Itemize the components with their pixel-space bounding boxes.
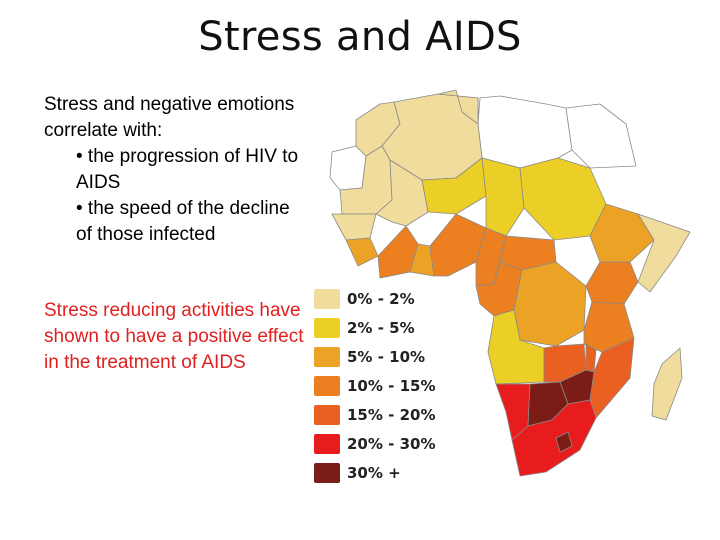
region-madagascar: [651, 347, 683, 421]
legend-swatch: [314, 375, 340, 396]
legend-row: 2% - 5%: [314, 313, 454, 342]
region-lesotho: [555, 431, 573, 453]
region-guinea: [345, 237, 379, 267]
legend-swatch: [314, 433, 340, 454]
bullet-progression: • the progression of HIV to AIDS: [76, 146, 299, 193]
legend-swatch: [314, 404, 340, 425]
stress-reduction-note: Stress reducing activities have shown to…: [44, 300, 304, 373]
legend-label: 2% - 5%: [347, 318, 415, 337]
legend-row: 5% - 10%: [314, 342, 454, 371]
slide-title: Stress and AIDS: [198, 14, 522, 60]
intro-text-block: Stress and negative emotions correlate w…: [44, 92, 306, 248]
region-senegal: [331, 213, 377, 241]
legend-row: 10% - 15%: [314, 371, 454, 400]
region-drc: [513, 261, 587, 347]
legend-swatch: [314, 288, 340, 309]
intro-sentence: Stress and negative emotions correlate w…: [44, 94, 295, 141]
legend-row: 20% - 30%: [314, 429, 454, 458]
legend-label: 30% +: [347, 463, 401, 482]
bullet-decline: • the speed of the decline of those infe…: [76, 198, 290, 245]
legend-label: 20% - 30%: [347, 434, 436, 453]
legend-label: 10% - 15%: [347, 376, 436, 395]
legend-swatch: [314, 462, 340, 483]
region-sudan: [519, 157, 607, 241]
africa-prevalence-map: [329, 89, 691, 477]
region-egypt: [565, 103, 637, 169]
legend-label: 0% - 2%: [347, 289, 415, 308]
region-tunisia: [437, 89, 479, 125]
region-western-sahara: [329, 145, 367, 191]
region-chad: [481, 157, 525, 237]
region-south-africa: [511, 399, 597, 477]
legend-label: 5% - 10%: [347, 347, 426, 366]
legend-row: 0% - 2%: [314, 284, 454, 313]
legend-row: 30% +: [314, 458, 454, 487]
map-legend: 0% - 2% 2% - 5% 5% - 10% 10% - 15% 15% -…: [314, 284, 454, 487]
bullet-list: • the progression of HIV to AIDS • the s…: [44, 144, 306, 248]
region-libya: [477, 95, 573, 169]
region-cameroon: [475, 227, 507, 287]
region-somalia: [637, 213, 691, 293]
legend-row: 15% - 20%: [314, 400, 454, 429]
legend-label: 15% - 20%: [347, 405, 436, 424]
legend-swatch: [314, 317, 340, 338]
region-uganda-kenya: [585, 261, 639, 305]
legend-swatch: [314, 346, 340, 367]
